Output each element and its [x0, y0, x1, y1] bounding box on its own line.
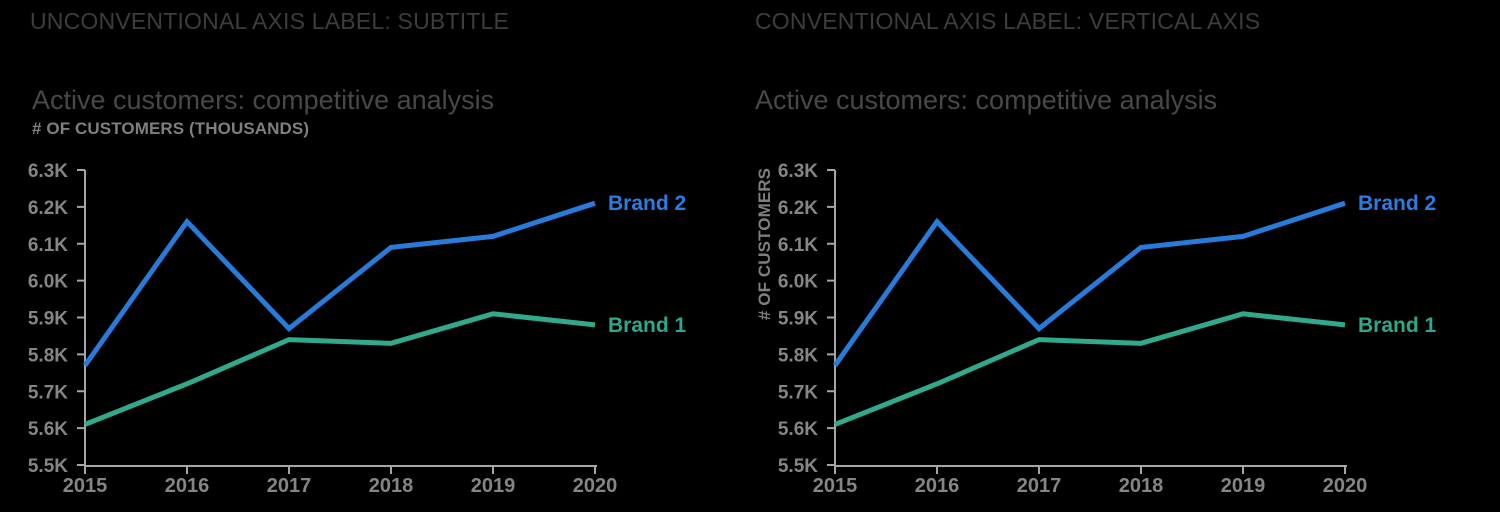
x-tick-label: 2018 [369, 475, 414, 497]
x-tick-label: 2017 [1017, 475, 1062, 497]
y-tick-label: 6.2K [778, 198, 818, 219]
y-tick-label: 6.1K [778, 235, 818, 256]
series-line-brand-2 [82, 200, 596, 367]
series-line-brand-1 [84, 311, 596, 427]
x-tick-label: 2018 [1119, 475, 1164, 497]
y-tick-label: 5.8K [28, 345, 68, 366]
x-tick-label: 2015 [813, 475, 858, 497]
x-tick-label: 2017 [267, 475, 312, 497]
series-line-brand-2 [832, 200, 1346, 367]
x-tick-label: 2020 [1323, 475, 1368, 497]
y-tick-label: 6.3K [28, 161, 68, 182]
series-label-brand-2: Brand 2 [608, 192, 686, 215]
y-tick-label: 6.0K [778, 272, 818, 293]
series-label-brand-2: Brand 2 [1358, 192, 1436, 215]
y-tick-label: 6.0K [28, 272, 68, 293]
chart-title: Active customers: competitive analysis [755, 85, 1218, 115]
x-tick-label: 2016 [915, 475, 960, 497]
x-tick-label: 2019 [471, 475, 516, 497]
line-chart-left: 6.3K 6.2K 6.1K 6.0K 5.9K 5.8K 5.7K 5.6K 5.5K2015… [28, 161, 687, 497]
y-tick-label: 6.1K [28, 235, 68, 256]
panel-unconventional-axis-label: UNCONVENTIONAL AXIS LABEL: SUBTITLE Acti… [28, 8, 687, 497]
panel-header: UNCONVENTIONAL AXIS LABEL: SUBTITLE [30, 8, 510, 34]
y-tick-label: 6.2K [28, 198, 68, 219]
y-tick-label: 6.3K [778, 161, 818, 182]
series-line-brand-1 [834, 311, 1346, 427]
x-tick-label: 2015 [63, 475, 108, 497]
y-tick-label: 5.6K [28, 419, 68, 440]
chart-title: Active customers: competitive analysis [32, 85, 495, 115]
y-tick-label: 5.9K [28, 309, 68, 330]
y-tick-label: 5.7K [778, 382, 818, 403]
y-tick-label: 5.5K [28, 456, 68, 477]
x-tick-label: 2020 [573, 475, 618, 497]
panel-conventional-axis-label: CONVENTIONAL AXIS LABEL: VERTICAL AXIS A… [750, 0, 1500, 512]
y-tick-label: 5.8K [778, 345, 818, 366]
line-chart-right: 6.3K 6.2K 6.1K 6.0K 5.9K 5.8K 5.7K 5.6K 5.5K2015… [778, 161, 1437, 497]
y-tick-label: 5.5K [778, 456, 818, 477]
series-label-brand-1: Brand 1 [608, 314, 687, 337]
y-tick-label: 5.6K [778, 419, 818, 440]
series-label-brand-1: Brand 1 [1358, 314, 1437, 337]
y-tick-label: 5.9K [778, 309, 818, 330]
y-axis-subtitle-label: # OF CUSTOMERS (THOUSANDS) [32, 119, 310, 138]
x-tick-label: 2019 [1221, 475, 1266, 497]
panel-header: CONVENTIONAL AXIS LABEL: VERTICAL AXIS [755, 8, 1261, 34]
x-tick-label: 2016 [165, 475, 210, 497]
y-tick-label: 5.7K [28, 382, 68, 403]
